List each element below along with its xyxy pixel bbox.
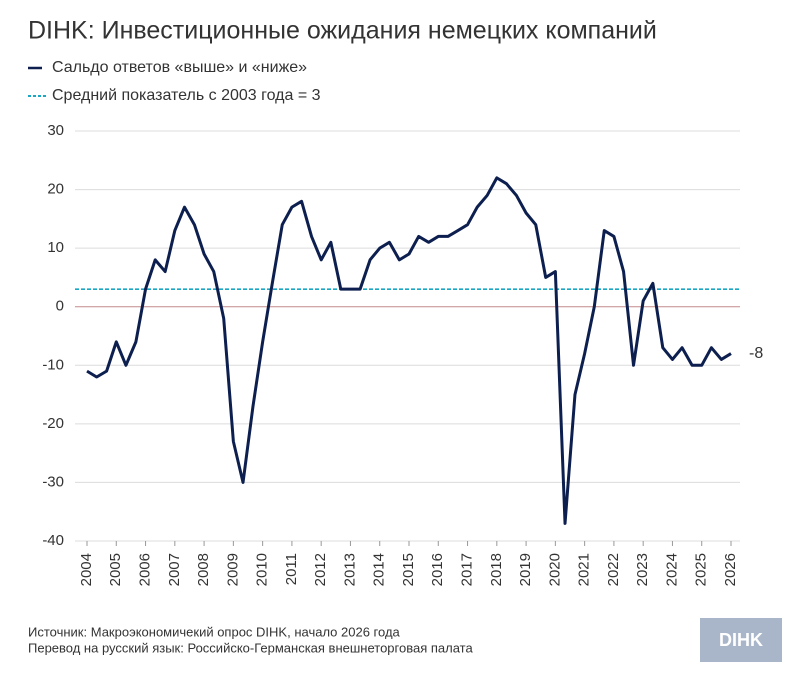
x-tick-label: 2017 — [459, 553, 476, 586]
x-tick-label: 2010 — [254, 553, 271, 586]
y-tick-label: -20 — [42, 415, 64, 432]
legend-label: Средний показатель с 2003 года = 3 — [52, 87, 321, 104]
logo-box — [700, 618, 782, 662]
x-tick-label: 2018 — [488, 553, 505, 586]
y-tick-label: -10 — [42, 356, 64, 373]
source-note: Источник: Макроэкономичекий опрос DIHK, … — [28, 624, 401, 639]
y-tick-label: -30 — [42, 473, 64, 490]
x-tick-label: 2007 — [166, 553, 183, 586]
y-tick-label: -40 — [42, 532, 64, 549]
x-tick-label: 2009 — [224, 553, 241, 586]
legend-label: Сальдо ответов «выше» и «ниже» — [52, 59, 307, 76]
y-tick-label: 10 — [47, 239, 64, 256]
series-line — [86, 176, 732, 525]
x-tick-label: 2015 — [400, 553, 417, 586]
x-tick-label: 2013 — [341, 553, 358, 586]
x-tick-label: 2020 — [546, 553, 563, 586]
x-tick-label: 2006 — [137, 553, 154, 586]
x-tick-label: 2008 — [195, 553, 212, 586]
y-tick-label: 0 — [56, 298, 64, 315]
chart-title: DIHK: Инвестиционные ожидания немецких к… — [28, 17, 657, 45]
x-tick-label: 2026 — [722, 553, 739, 586]
x-tick-label: 2025 — [693, 553, 710, 586]
x-tick-label: 2014 — [371, 553, 388, 586]
x-tick-label: 2023 — [634, 553, 651, 586]
x-tick-label: 2012 — [312, 553, 329, 586]
x-tick-label: 2011 — [283, 553, 300, 585]
y-tick-label: 20 — [47, 181, 64, 198]
x-tick-label: 2004 — [78, 553, 95, 586]
x-tick-label: 2019 — [517, 553, 534, 586]
x-tick-label: 2016 — [429, 553, 446, 586]
x-tick-label: 2021 — [576, 553, 593, 586]
end-label: -8 — [749, 345, 763, 362]
x-tick-label: 2005 — [107, 553, 124, 586]
x-tick-label: 2022 — [605, 553, 622, 586]
x-tick-label: 2024 — [663, 553, 680, 586]
y-tick-label: 30 — [47, 122, 64, 139]
translation-note: Перевод на русский язык: Российско-Герма… — [28, 640, 473, 655]
logo: DIHK — [719, 630, 763, 650]
